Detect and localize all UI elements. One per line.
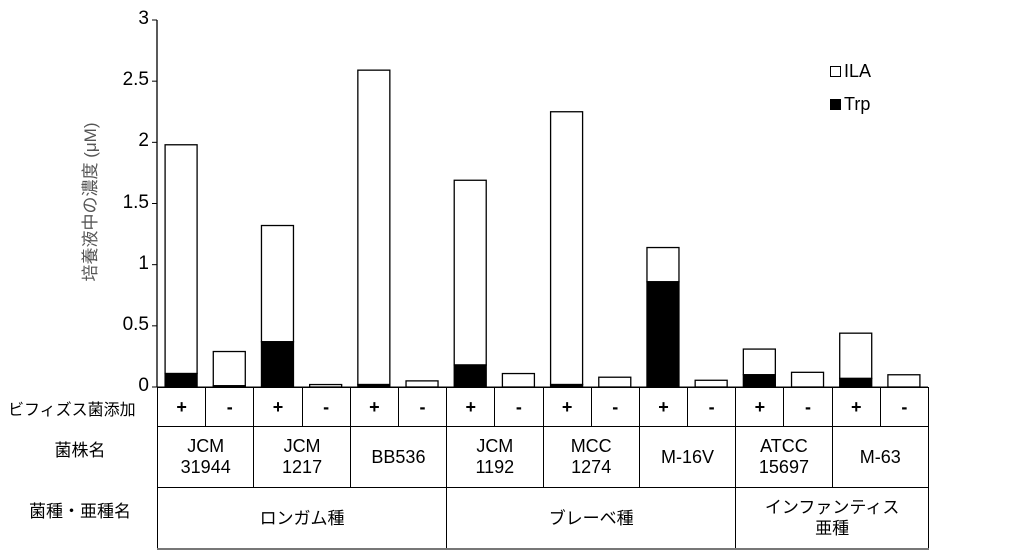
bar-ila xyxy=(646,246,680,283)
bar-group xyxy=(790,371,825,388)
addition-cell: + xyxy=(831,387,881,427)
addition-cell: - xyxy=(879,387,930,427)
bar-trp xyxy=(453,364,487,388)
legend-item-ila: ILA xyxy=(830,61,871,81)
bar-group xyxy=(405,380,439,388)
strain-cell: ATCC 15697 xyxy=(735,426,833,488)
y-tick-label: 1.5 xyxy=(122,191,149,213)
addition-cell: + xyxy=(446,387,496,427)
addition-cell: + xyxy=(349,387,399,427)
y-tick-label: 2 xyxy=(138,130,149,152)
strain-cell: MCC 1274 xyxy=(542,426,640,488)
legend-label-trp: Trp xyxy=(844,94,871,114)
addition-cell: - xyxy=(494,387,544,427)
strain-cell: JCM 1217 xyxy=(253,426,351,488)
strain-row: JCM 31944 JCM 1217 BB536 JCM 1192 MCC 1274 M-16V A… xyxy=(156,426,930,488)
bar-group xyxy=(164,144,198,388)
bar-group xyxy=(887,374,921,388)
y-tick-label: 2.5 xyxy=(122,69,149,91)
legend-swatch-trp xyxy=(830,98,841,110)
addition-cell: - xyxy=(205,387,255,427)
species-cell: インファンティス 亜種 xyxy=(735,487,929,550)
addition-cell: + xyxy=(638,387,689,427)
bar-ila xyxy=(357,69,391,386)
y-tick-label: 0.5 xyxy=(122,313,149,335)
bar-group xyxy=(501,372,536,388)
bar-group xyxy=(694,379,728,388)
species-cell: ロンガム種 xyxy=(156,487,448,550)
y-tick-label: 0 xyxy=(138,375,149,396)
addition-cell: - xyxy=(687,387,737,427)
bar-group xyxy=(598,376,632,388)
bar-ila xyxy=(501,372,536,388)
addition-row: + - + - + - + - + - + - + - + - xyxy=(156,387,930,427)
strain-cell: JCM 31944 xyxy=(156,426,255,488)
sample-table: + - + - + - + - + - + - + - + - JCM 31944 JCM 1217 BB536 JCM… xyxy=(156,387,930,550)
bar-group xyxy=(453,179,487,388)
addition-cell: + xyxy=(253,387,303,427)
y-tick-label: 1 xyxy=(138,252,149,274)
bar-trp xyxy=(646,281,680,388)
addition-cell: + xyxy=(156,387,207,427)
legend-item-trp: Trp xyxy=(830,94,870,114)
bar-trp xyxy=(742,374,776,388)
bar-ila xyxy=(164,144,198,375)
strain-cell: JCM 1192 xyxy=(446,426,544,488)
bar-group xyxy=(549,111,584,388)
bar-ila xyxy=(212,350,246,387)
strain-cell: M-16V xyxy=(638,426,737,488)
legend-swatch-ila xyxy=(830,65,841,77)
addition-cell: - xyxy=(301,387,351,427)
row-label-strain: 菌株名 xyxy=(54,441,106,460)
bar-ila xyxy=(598,376,632,388)
bar-trp xyxy=(260,341,295,388)
bar-ila xyxy=(260,224,295,343)
y-tick-label: 3 xyxy=(138,8,149,29)
species-row: ロンガム種 ブレーベ種 インファンティス 亜種 xyxy=(156,487,929,550)
bar-trp xyxy=(164,372,198,388)
bar-ila xyxy=(453,179,487,366)
strain-cell: BB536 xyxy=(349,426,448,488)
bar-group xyxy=(646,246,680,388)
row-label-species: 菌種・亜種名 xyxy=(29,502,131,521)
addition-cell: - xyxy=(590,387,640,427)
addition-cell: + xyxy=(542,387,592,427)
legend-label-ila: ILA xyxy=(844,61,872,81)
row-label-addition: ビフィズス菌添加 xyxy=(8,402,136,419)
bar-group xyxy=(212,350,246,388)
bar-ila xyxy=(790,371,825,388)
addition-cell: + xyxy=(735,387,785,427)
addition-cell: - xyxy=(397,387,448,427)
bar-ila xyxy=(405,380,439,388)
bar-group xyxy=(260,224,295,388)
strain-cell: M-63 xyxy=(831,426,930,488)
bar-ila xyxy=(694,379,728,388)
bar-ila xyxy=(887,374,921,388)
bar-ila xyxy=(742,348,776,376)
bar-group xyxy=(357,69,391,388)
bar-group xyxy=(742,348,776,388)
bar-ila xyxy=(549,111,584,386)
bar-ila xyxy=(839,332,873,380)
species-cell: ブレーベ種 xyxy=(446,487,737,550)
addition-cell: - xyxy=(783,387,833,427)
bar-group xyxy=(839,332,873,388)
bar-trp xyxy=(839,377,873,388)
